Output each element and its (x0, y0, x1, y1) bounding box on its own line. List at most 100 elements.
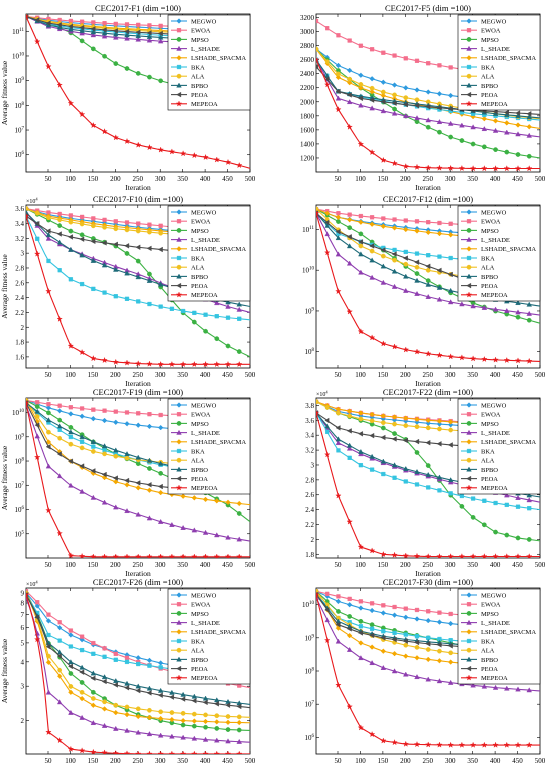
series-marker (481, 144, 487, 150)
series-marker (136, 299, 141, 304)
series-marker (346, 217, 353, 223)
x-tick-label: 150 (378, 757, 389, 765)
legend-label: PEOA (481, 476, 498, 483)
series-marker (224, 553, 232, 558)
series-marker (526, 111, 532, 117)
series-marker (113, 21, 118, 27)
series-marker (214, 713, 220, 719)
series-marker (158, 665, 163, 670)
series-marker (346, 408, 353, 414)
series-marker (169, 694, 175, 700)
legend-marker (466, 656, 472, 662)
x-tick-label: 250 (133, 371, 144, 379)
y-tick-label: 109 (305, 634, 315, 642)
y-tick-label: 2400 (300, 70, 315, 78)
legend-marker (176, 73, 182, 79)
series-marker (78, 348, 86, 356)
legend-marker (466, 619, 472, 625)
y-tick-label: 3.6 (305, 417, 314, 425)
series-marker (324, 451, 331, 458)
legend-label: ALA (191, 458, 205, 465)
series-marker (414, 616, 420, 622)
series-marker (346, 442, 353, 448)
series-marker (180, 717, 186, 724)
series-marker (113, 31, 119, 37)
series-marker (45, 659, 52, 666)
series-marker (135, 706, 141, 712)
series-marker (425, 617, 431, 624)
series-marker (358, 95, 364, 102)
series-marker (135, 422, 141, 428)
series-marker (57, 620, 62, 625)
series-marker (414, 644, 420, 650)
series-marker (458, 164, 466, 172)
series-marker (482, 498, 487, 503)
legend-marker (466, 429, 472, 435)
series-marker (34, 636, 41, 643)
series-marker (436, 351, 443, 358)
x-tick-label: 100 (355, 371, 366, 379)
y-tick-label: 3 (311, 461, 315, 469)
legend-marker (466, 629, 472, 635)
chart-title: CEC2017-F1 (dim =100) (95, 3, 181, 13)
series-marker (113, 725, 119, 731)
series-marker (403, 56, 408, 61)
series-marker (180, 691, 186, 697)
series-marker (458, 553, 466, 558)
series-marker (157, 553, 164, 558)
series-marker (469, 355, 477, 362)
legend-label: MEPEOA (481, 101, 508, 108)
series-marker (91, 444, 96, 449)
series-marker (436, 642, 442, 648)
x-tick-label: 500 (535, 371, 546, 379)
series-marker (380, 340, 387, 347)
series-marker (369, 47, 375, 52)
series-marker (391, 739, 398, 746)
series-marker (403, 226, 409, 233)
x-tick-label: 500 (535, 175, 546, 183)
series-marker (158, 223, 163, 228)
series-marker (403, 606, 408, 611)
series-marker (34, 453, 41, 461)
series-marker (236, 727, 242, 733)
y-tick-label: 3 (21, 250, 25, 258)
series-marker (437, 488, 442, 493)
series-marker (493, 147, 498, 152)
series-marker (191, 495, 198, 501)
y-tick-label: 1.6 (15, 353, 24, 361)
series-marker (192, 310, 197, 315)
legend-marker (175, 674, 183, 681)
series-marker (158, 230, 164, 236)
series-marker (447, 643, 453, 649)
series-marker (515, 504, 521, 509)
series-marker (335, 106, 342, 113)
series-marker (146, 750, 153, 754)
legend-marker (176, 18, 182, 24)
series-marker (369, 632, 375, 639)
legend-label: BPBO (191, 83, 208, 90)
series-marker (101, 722, 108, 728)
series-marker (403, 95, 409, 101)
x-tick-label: 200 (400, 371, 411, 379)
series-marker (169, 689, 175, 695)
series-marker (56, 625, 63, 631)
series-marker (425, 471, 431, 477)
series-marker (335, 95, 342, 101)
series-marker (425, 425, 431, 431)
series-marker (426, 220, 431, 225)
series-marker (112, 553, 119, 558)
series-marker (369, 418, 375, 424)
y-tick-label: 2.6 (305, 491, 314, 499)
series-marker (191, 711, 197, 717)
x-tick-label: 200 (400, 175, 411, 183)
legend-marker (466, 246, 472, 252)
series-marker (102, 699, 107, 705)
series-marker (203, 312, 208, 317)
series-marker (90, 675, 96, 681)
x-tick-label: 400 (200, 371, 211, 379)
series-marker (470, 682, 476, 688)
legend-marker (176, 429, 182, 435)
series-marker (346, 602, 353, 608)
series-marker (504, 120, 510, 126)
